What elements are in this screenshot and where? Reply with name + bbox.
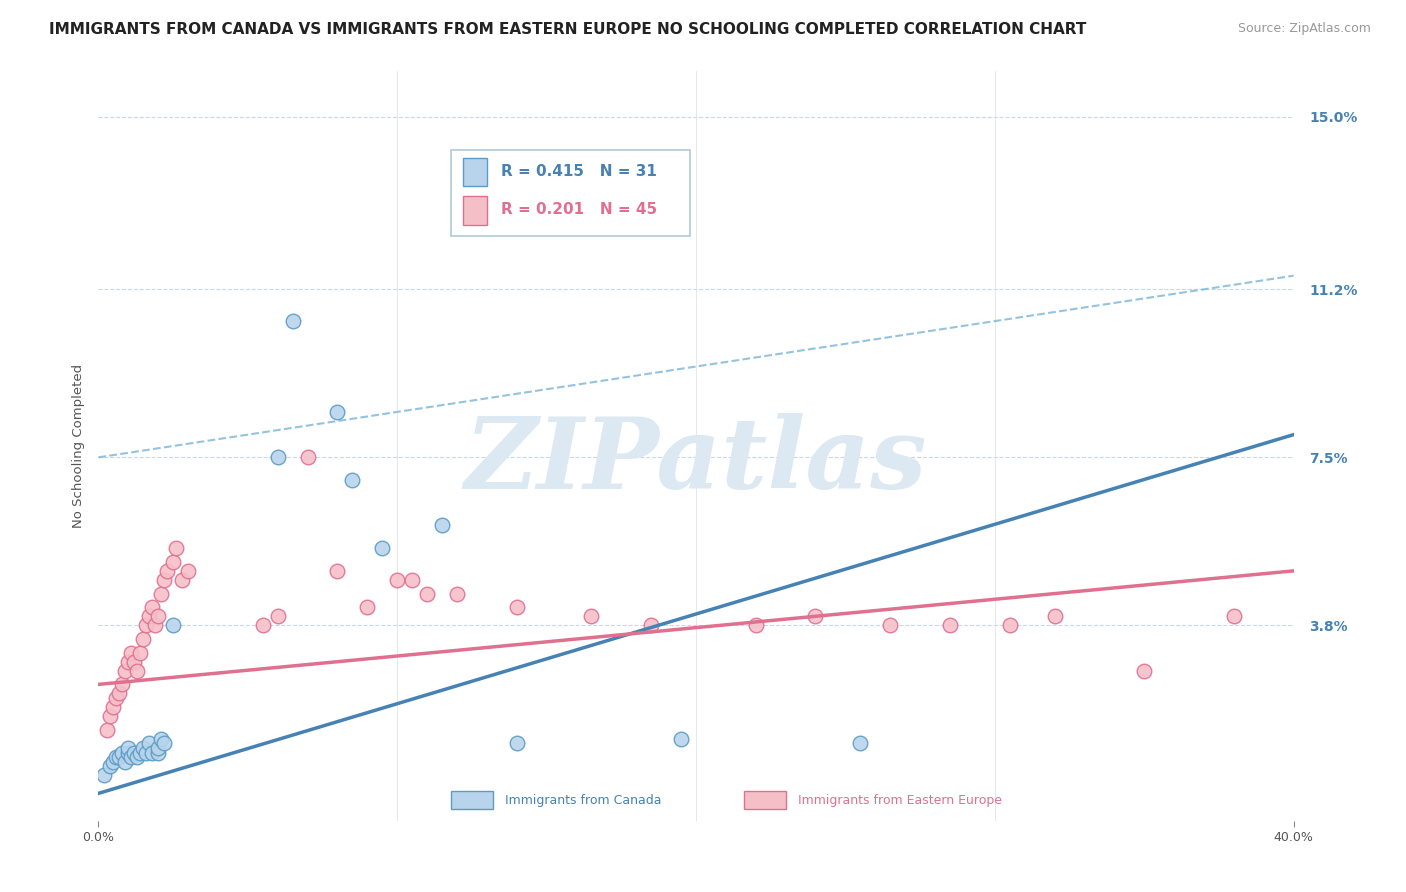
Point [98,709,122,723]
Point [371,541,394,556]
Point [342,473,364,487]
Point [849,736,872,750]
Point [124,655,146,669]
Point [939,618,962,632]
Text: Immigrants from Canada: Immigrants from Canada [505,794,661,807]
Text: Source: ZipAtlas.com: Source: ZipAtlas.com [1237,22,1371,36]
Point [98,759,122,773]
Point [117,741,139,756]
Point [135,618,157,632]
Point [148,746,170,760]
Point [103,755,125,769]
FancyBboxPatch shape [744,790,786,809]
Point [150,731,173,746]
Point [1043,609,1066,624]
Point [108,750,131,764]
Point [138,736,160,750]
Text: ZIPatlas: ZIPatlas [465,413,927,509]
Point [111,677,134,691]
Point [281,314,304,328]
Point [141,746,163,760]
FancyBboxPatch shape [451,150,690,236]
Point [127,750,149,764]
Point [430,518,453,533]
Point [141,600,163,615]
Point [150,586,173,600]
Point [581,609,603,624]
Text: Immigrants from Eastern Europe: Immigrants from Eastern Europe [797,794,1001,807]
Point [356,600,378,615]
Point [165,541,187,556]
Point [148,741,170,756]
Point [105,691,128,706]
FancyBboxPatch shape [463,196,486,225]
Point [385,573,409,587]
Point [172,573,194,587]
Point [267,609,290,624]
Point [252,618,274,632]
Point [124,746,146,760]
Point [129,746,152,760]
Point [111,746,134,760]
Point [1223,609,1246,624]
Point [156,564,179,578]
Point [153,736,176,750]
Y-axis label: No Schooling Completed: No Schooling Completed [72,364,84,528]
Point [143,618,166,632]
Point [127,664,149,678]
Point [153,573,176,587]
FancyBboxPatch shape [451,790,494,809]
Point [132,741,155,756]
Point [1133,664,1156,678]
Point [879,618,901,632]
Point [120,750,142,764]
FancyBboxPatch shape [463,158,486,186]
Point [326,405,349,419]
Point [177,564,200,578]
Point [446,586,468,600]
Text: IMMIGRANTS FROM CANADA VS IMMIGRANTS FROM EASTERN EUROPE NO SCHOOLING COMPLETED : IMMIGRANTS FROM CANADA VS IMMIGRANTS FRO… [49,22,1087,37]
Point [506,600,529,615]
Point [162,555,184,569]
Point [135,746,157,760]
Point [105,750,128,764]
Text: R = 0.201   N = 45: R = 0.201 N = 45 [501,202,657,218]
Point [103,700,125,714]
Point [267,450,290,465]
Point [117,746,139,760]
Point [669,731,692,746]
Point [804,609,827,624]
Text: R = 0.415   N = 31: R = 0.415 N = 31 [501,163,657,178]
Point [326,564,349,578]
Point [114,755,136,769]
Point [117,655,139,669]
Point [297,450,319,465]
Point [416,586,439,600]
Point [506,736,529,750]
Point [96,723,118,737]
Point [998,618,1021,632]
Point [640,618,662,632]
Point [93,768,115,782]
Point [114,664,136,678]
Point [138,609,160,624]
Point [129,646,152,660]
Point [745,618,768,632]
Point [162,618,184,632]
Point [108,686,131,700]
Point [132,632,155,646]
Point [148,609,170,624]
Point [401,573,423,587]
Point [120,646,142,660]
